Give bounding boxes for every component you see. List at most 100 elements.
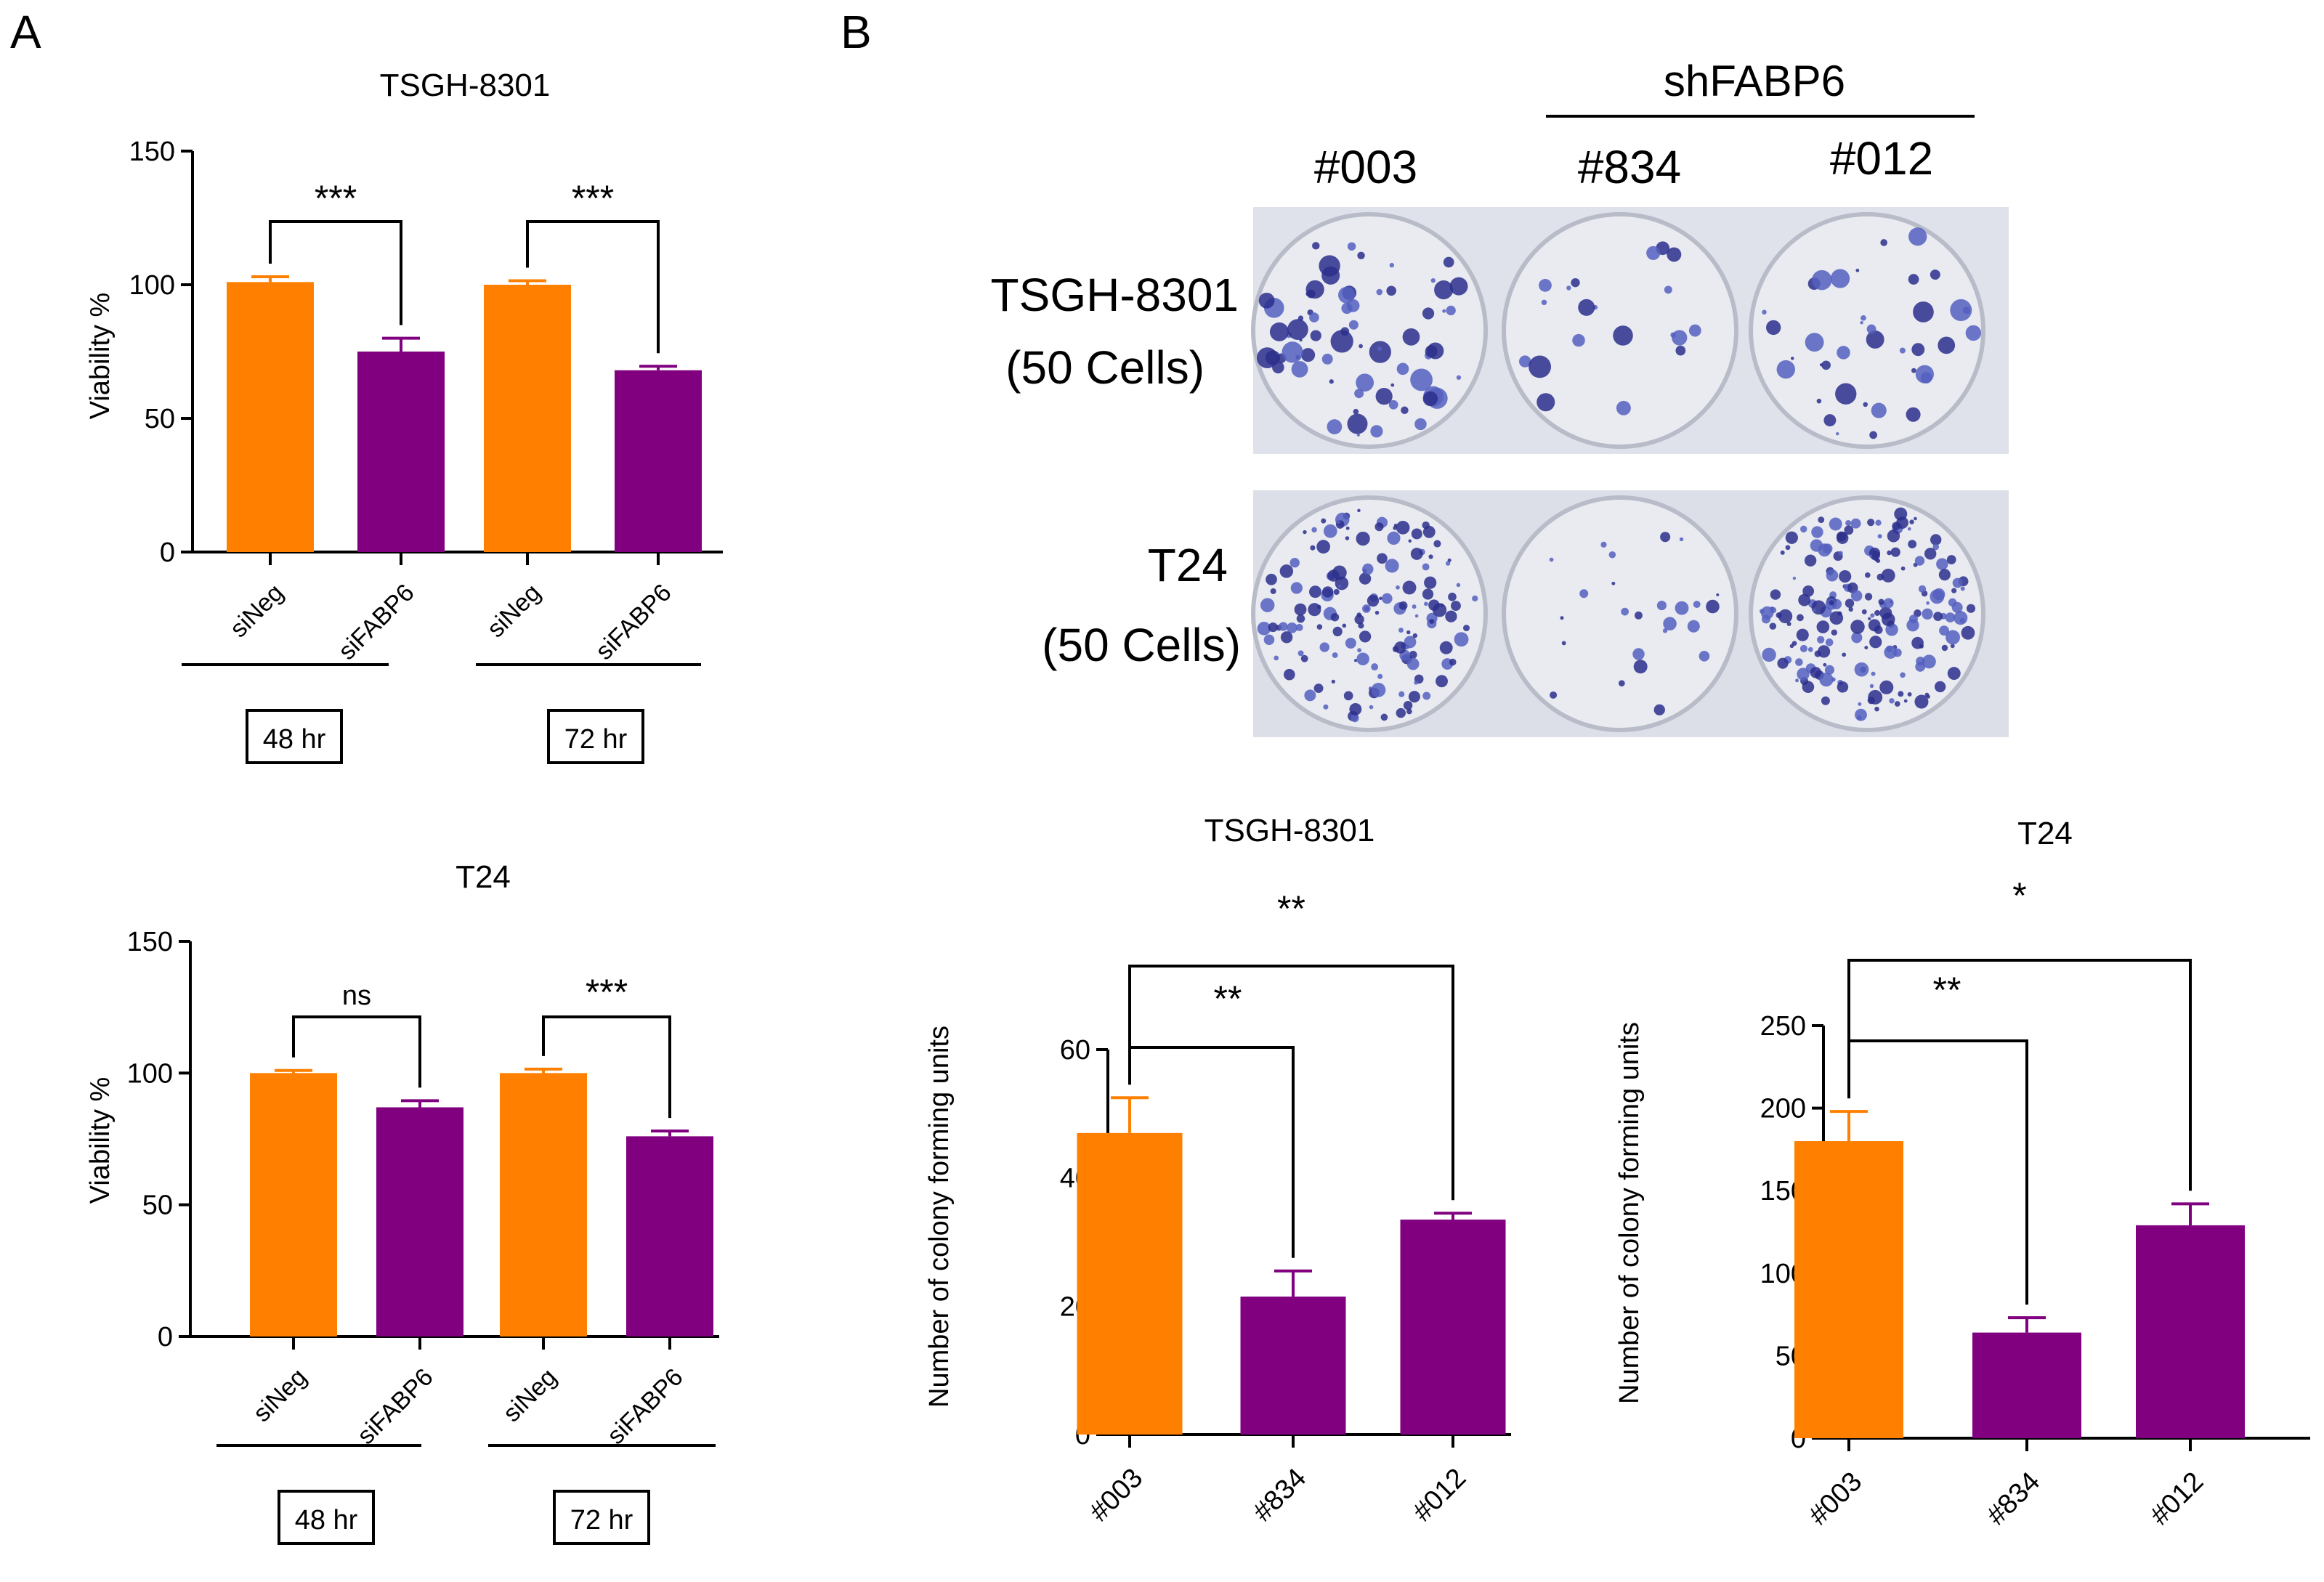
colony-dot xyxy=(1311,527,1317,533)
colony-dot xyxy=(1369,341,1391,363)
colony-dot xyxy=(1410,548,1423,560)
colony-dot xyxy=(1398,691,1405,697)
colony-dot xyxy=(1519,355,1531,368)
colony-dot xyxy=(1613,325,1633,346)
colony-dot xyxy=(1785,531,1798,544)
colony-dot xyxy=(1845,599,1855,608)
colony-dot xyxy=(1892,522,1900,530)
colony-dot xyxy=(1805,333,1824,352)
colony-dot xyxy=(1861,315,1866,321)
colony-dot xyxy=(1830,269,1850,288)
colony-dot xyxy=(1829,517,1842,531)
colony-dot xyxy=(1412,604,1417,609)
y-tick-label: 200 xyxy=(1760,1094,1806,1124)
x-tick-label: siNeg xyxy=(498,1363,562,1427)
colony-dot xyxy=(1915,661,1926,672)
colony-dot xyxy=(1422,588,1434,600)
colony-dot xyxy=(1861,609,1867,614)
colony-dot xyxy=(1930,269,1940,280)
colony-dot xyxy=(1927,694,1930,699)
colony-dot xyxy=(1868,619,1881,632)
colony-dot xyxy=(1258,292,1275,309)
colony-dot xyxy=(1878,599,1884,605)
colony-dot xyxy=(1618,680,1625,687)
colony-dot xyxy=(1908,227,1927,246)
colony-dot xyxy=(1653,704,1665,715)
colony-dot xyxy=(1321,518,1327,524)
colony-dot xyxy=(1356,373,1374,392)
y-tick-label: 60 xyxy=(1060,1035,1090,1066)
colony-dot xyxy=(1870,613,1875,618)
colony-dot xyxy=(1381,593,1393,604)
y-tick-label: 50 xyxy=(145,404,175,434)
colony-dot xyxy=(1932,588,1946,601)
colony-dot xyxy=(1414,680,1418,685)
colony-dot xyxy=(1356,433,1360,437)
x-tick-label: siFABP6 xyxy=(591,579,677,665)
colony-dot xyxy=(1936,558,1948,570)
colony-dot xyxy=(1305,291,1311,296)
x-tick-label: #003 xyxy=(1803,1467,1868,1531)
x-tick-label: siFABP6 xyxy=(602,1363,689,1450)
colony-dot xyxy=(1855,268,1860,272)
colony-dot xyxy=(1884,645,1898,659)
clone-label-003: #003 xyxy=(1314,141,1417,193)
colony-dot xyxy=(1914,556,1925,566)
colony-dot xyxy=(1370,425,1383,438)
colony-dot xyxy=(1396,521,1410,535)
x-tick-label: siFABP6 xyxy=(352,1363,439,1450)
colony-dot xyxy=(1608,551,1616,559)
colony-dot xyxy=(1426,612,1438,624)
colony-dot xyxy=(1445,610,1457,622)
colony-dot xyxy=(1914,694,1929,709)
plate-well xyxy=(1251,495,1488,732)
colony-dot xyxy=(1367,594,1380,607)
colony-dot xyxy=(1345,526,1350,530)
colony-dot xyxy=(1434,280,1454,300)
colony-dot xyxy=(1817,636,1825,644)
colony-dot xyxy=(1880,239,1887,246)
colony-dot xyxy=(1922,654,1936,669)
colony-dot xyxy=(1343,691,1353,701)
colony-dot xyxy=(1848,607,1853,612)
colony-dot xyxy=(1342,623,1347,628)
colony-dot xyxy=(1924,548,1937,560)
colony-dot xyxy=(1428,554,1433,559)
panel-label-b: B xyxy=(841,6,872,58)
colony-dot xyxy=(1864,572,1871,578)
colony-dot xyxy=(1675,345,1686,356)
y-axis-label: Number of colony forming units xyxy=(1614,1022,1645,1404)
colony-dot xyxy=(1786,622,1791,627)
colony-dot xyxy=(1850,620,1865,634)
colony-dot xyxy=(1330,612,1340,622)
colony-dot xyxy=(1679,537,1684,542)
colony-plate-photos xyxy=(1251,207,2009,737)
colony-dot xyxy=(1965,325,1982,341)
colony-dot xyxy=(1706,599,1720,614)
colony-dot xyxy=(1953,611,1968,625)
colony-dot xyxy=(1776,612,1782,619)
bar-sifabp6 xyxy=(357,352,445,552)
colony-dot xyxy=(1572,333,1585,347)
colony-dot xyxy=(1792,576,1797,580)
colony-dot xyxy=(1807,646,1813,652)
bar-sineg xyxy=(500,1073,587,1336)
colony-dot xyxy=(1406,708,1412,715)
colony-dot xyxy=(1871,402,1887,418)
colony-dot xyxy=(1894,507,1908,521)
bar-sifabp6 xyxy=(615,370,702,552)
colony-dot xyxy=(1375,388,1393,405)
colony-dot xyxy=(1422,391,1438,407)
colony-dot xyxy=(1941,644,1948,652)
colony-dot xyxy=(1818,516,1825,524)
colony-dot xyxy=(1341,302,1353,315)
colony-dot xyxy=(1660,532,1671,543)
colony-dot xyxy=(1900,672,1906,678)
colony-dot xyxy=(1811,600,1826,615)
y-tick-label: 0 xyxy=(158,1322,173,1352)
colony-dot xyxy=(1829,600,1834,605)
colony-dot xyxy=(1811,269,1832,291)
colony-dot xyxy=(1914,516,1917,521)
colony-dot xyxy=(1308,603,1321,617)
